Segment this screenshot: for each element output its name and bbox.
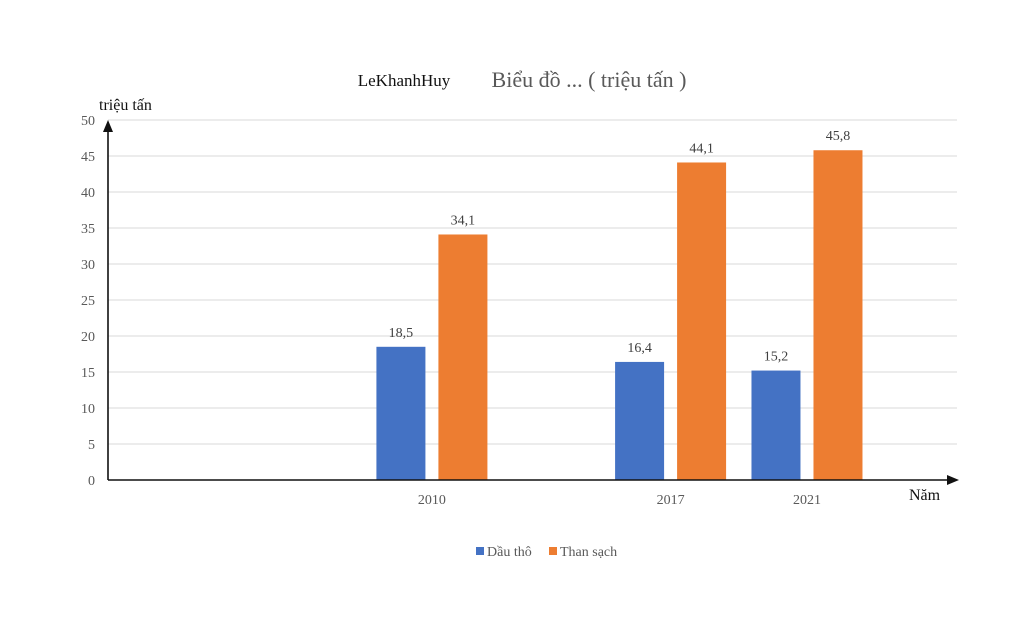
x-axis-title: Năm [909,487,941,504]
data-label: 16,4 [627,341,652,356]
x-tick-label: 2010 [418,493,446,508]
y-tick-label: 50 [81,114,95,129]
y-tick-label: 25 [81,294,95,309]
y-tick-label: 45 [81,150,95,165]
bar-than-sach-2021 [813,150,863,481]
bar-dau-tho-2017 [615,361,665,480]
data-labels: 18,5 34,1 16,4 44,1 15,2 45,8 [389,129,851,364]
data-label: 15,2 [764,350,789,365]
gridlines [108,119,957,445]
legend-label-dau-tho: Dầu thô [487,545,532,560]
y-axis-ticks: 0 5 10 15 20 25 30 35 40 45 50 [81,114,95,489]
data-label: 34,1 [451,213,476,228]
chart-author: LeKhanhHuy [358,71,451,90]
bar-than-sach-2017 [677,162,727,481]
y-tick-label: 15 [81,366,95,381]
axes [103,120,959,485]
y-tick-label: 10 [81,402,95,417]
y-tick-label: 0 [88,474,95,489]
y-axis-title: triệu tấn [99,97,152,114]
y-tick-label: 30 [81,258,95,273]
data-label: 44,1 [689,141,714,156]
legend-label-than-sach: Than sạch [560,545,617,560]
x-tick-label: 2021 [793,493,821,508]
bar-dau-tho-2010 [376,346,426,480]
bar-dau-tho-2021 [751,370,801,480]
y-axis-arrow-icon [103,120,113,132]
x-axis-ticks: 2010 2017 2021 [418,493,821,508]
legend-swatch-than-sach [549,547,557,555]
y-tick-label: 20 [81,330,95,345]
y-tick-label: 5 [88,438,95,453]
legend: Dầu thô Than sạch [476,545,617,560]
y-tick-label: 40 [81,186,95,201]
x-tick-label: 2017 [657,493,685,508]
y-tick-label: 35 [81,222,95,237]
data-label: 18,5 [389,326,414,341]
bar-than-sach-2010 [438,234,488,480]
bars [376,150,863,481]
x-axis-arrow-icon [947,475,959,485]
legend-swatch-dau-tho [476,547,484,555]
chart-title: Biểu đồ ... ( triệu tấn ) [492,67,687,92]
data-label: 45,8 [826,129,851,144]
